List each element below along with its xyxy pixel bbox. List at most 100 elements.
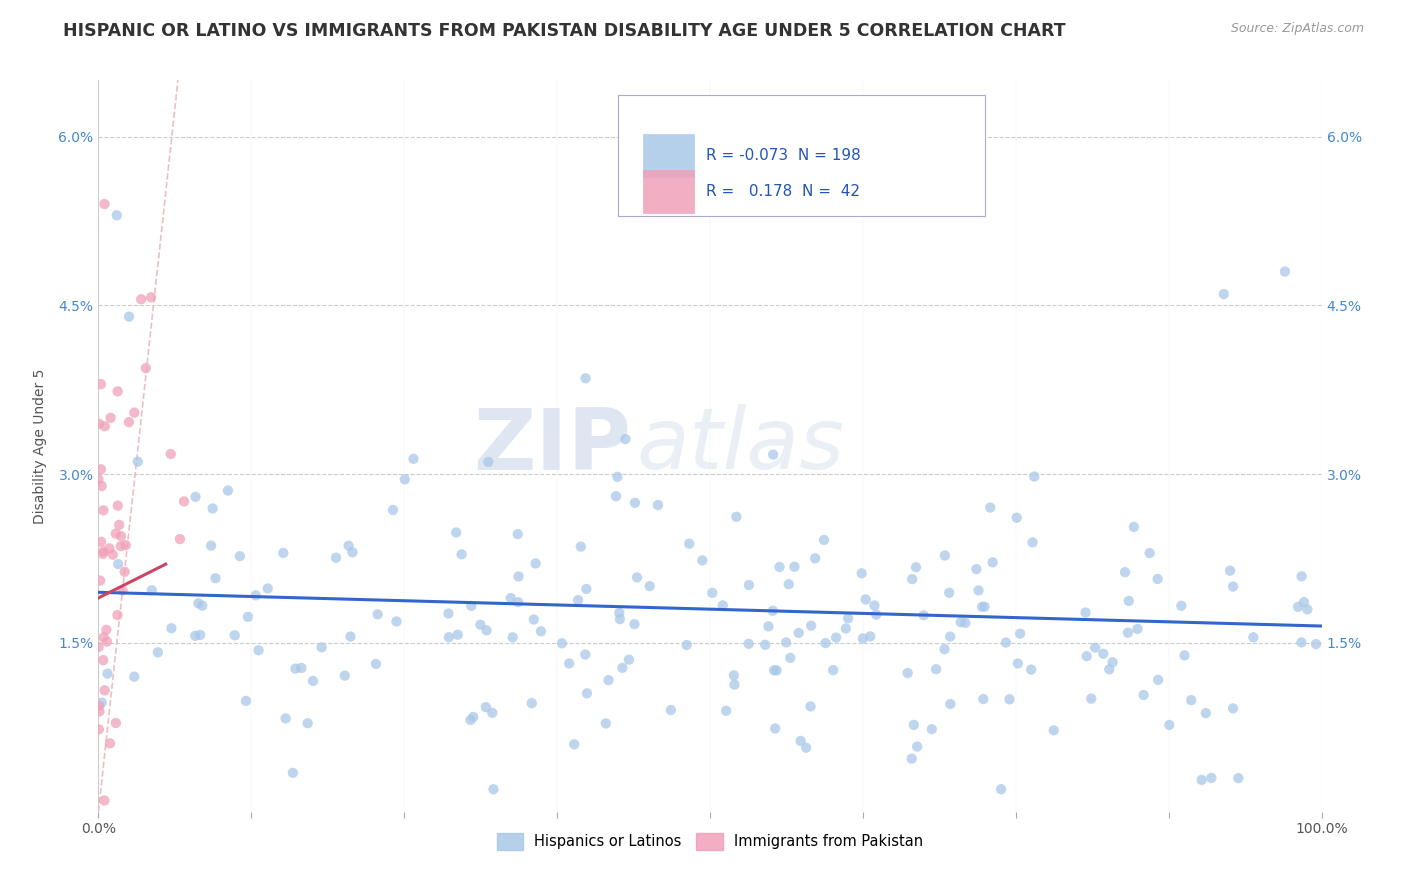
- Point: [224, 628, 246, 642]
- FancyBboxPatch shape: [619, 95, 986, 216]
- Point: [835, 622, 858, 636]
- Point: [364, 657, 387, 671]
- Point: [402, 451, 425, 466]
- Point: [624, 496, 647, 510]
- Point: [617, 653, 640, 667]
- Point: [450, 547, 472, 561]
- Text: atlas: atlas: [637, 404, 845, 488]
- Point: [87, 472, 110, 486]
- Point: [626, 570, 648, 584]
- Point: [595, 716, 617, 731]
- Point: [825, 631, 848, 645]
- Point: [754, 638, 776, 652]
- Point: [725, 509, 748, 524]
- Point: [574, 371, 596, 385]
- Point: [783, 559, 806, 574]
- Point: [562, 737, 585, 751]
- Point: [1219, 564, 1241, 578]
- Point: [1021, 535, 1043, 549]
- Point: [763, 722, 786, 736]
- Point: [638, 579, 661, 593]
- Point: [281, 765, 304, 780]
- Point: [1212, 287, 1234, 301]
- Point: [1191, 772, 1213, 787]
- Point: [904, 560, 927, 574]
- Point: [965, 562, 987, 576]
- Point: [813, 533, 835, 547]
- Point: [311, 640, 333, 655]
- Point: [173, 494, 195, 508]
- Point: [90, 534, 112, 549]
- Point: [1122, 520, 1144, 534]
- Point: [508, 569, 530, 583]
- Point: [184, 490, 207, 504]
- Point: [302, 673, 325, 688]
- Point: [775, 635, 797, 649]
- Point: [837, 611, 859, 625]
- Point: [91, 544, 114, 558]
- Point: [502, 630, 524, 644]
- Point: [575, 686, 598, 700]
- Point: [146, 645, 169, 659]
- Point: [110, 539, 132, 553]
- Point: [779, 651, 801, 665]
- Point: [325, 550, 347, 565]
- Text: R = -0.073  N = 198: R = -0.073 N = 198: [706, 148, 860, 162]
- Point: [692, 553, 714, 567]
- Point: [981, 555, 1004, 569]
- Point: [93, 683, 115, 698]
- Text: ZIP: ZIP: [472, 404, 630, 488]
- Point: [90, 377, 112, 392]
- Point: [184, 629, 207, 643]
- Point: [245, 588, 267, 602]
- Point: [905, 739, 928, 754]
- Point: [1024, 469, 1046, 483]
- Y-axis label: Disability Age Under 5: Disability Age Under 5: [34, 368, 48, 524]
- Point: [447, 628, 470, 642]
- Point: [463, 710, 485, 724]
- Point: [93, 631, 115, 645]
- Point: [912, 608, 935, 623]
- Point: [114, 538, 136, 552]
- Point: [98, 736, 121, 750]
- Point: [939, 630, 962, 644]
- Point: [1147, 673, 1170, 687]
- Point: [160, 621, 183, 635]
- Point: [247, 643, 270, 657]
- Point: [235, 694, 257, 708]
- Point: [598, 673, 620, 688]
- Point: [1005, 510, 1028, 524]
- Point: [124, 406, 146, 420]
- Point: [723, 668, 745, 682]
- Point: [1118, 594, 1140, 608]
- Point: [1180, 693, 1202, 707]
- Point: [778, 577, 800, 591]
- Point: [1291, 569, 1313, 583]
- Point: [938, 586, 960, 600]
- FancyBboxPatch shape: [643, 170, 695, 213]
- Point: [1146, 572, 1168, 586]
- Point: [89, 417, 111, 431]
- Point: [271, 546, 294, 560]
- Point: [96, 634, 118, 648]
- Point: [111, 583, 134, 598]
- Point: [188, 628, 211, 642]
- Point: [524, 557, 547, 571]
- Point: [558, 657, 581, 671]
- Point: [1019, 663, 1042, 677]
- Point: [141, 583, 163, 598]
- Point: [367, 607, 389, 622]
- Point: [87, 640, 110, 654]
- Point: [89, 574, 111, 588]
- Point: [104, 526, 127, 541]
- Point: [107, 499, 129, 513]
- Point: [1116, 625, 1139, 640]
- Point: [723, 677, 745, 691]
- Point: [851, 566, 873, 581]
- Point: [569, 540, 592, 554]
- Point: [979, 500, 1001, 515]
- Point: [475, 624, 498, 638]
- Point: [169, 532, 191, 546]
- Point: [382, 503, 405, 517]
- Point: [606, 470, 628, 484]
